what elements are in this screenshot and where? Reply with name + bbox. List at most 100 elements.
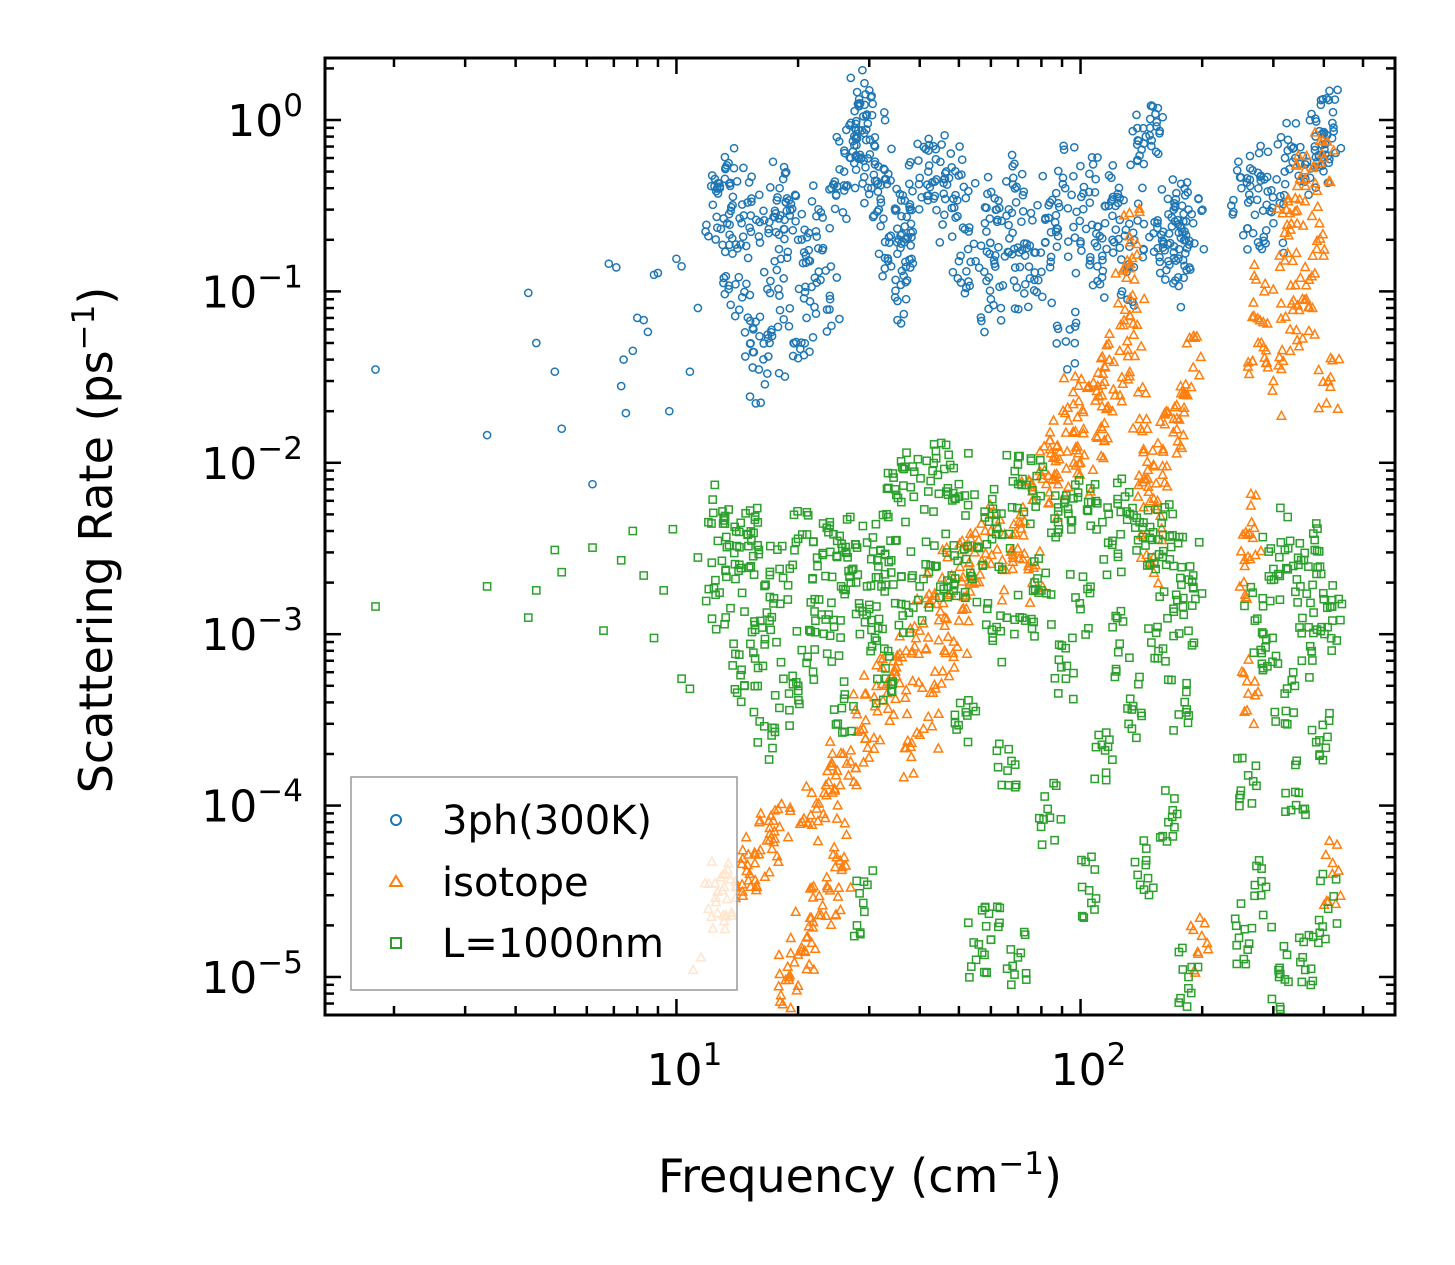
point-boundary (919, 574, 928, 584)
point-boundary (1141, 856, 1151, 865)
series-boundary (371, 438, 1347, 1014)
point-3ph (1254, 183, 1263, 193)
point-isotope (929, 587, 941, 598)
point-boundary (924, 603, 934, 612)
point-3ph (897, 211, 906, 221)
point-3ph (1228, 210, 1238, 219)
point-boundary (759, 721, 769, 731)
point-boundary (883, 512, 893, 522)
point-boundary (1232, 959, 1242, 969)
point-3ph (1160, 275, 1170, 284)
point-3ph (1085, 256, 1095, 265)
point-3ph (867, 183, 876, 193)
point-isotope (932, 742, 944, 753)
point-boundary (1291, 587, 1300, 597)
point-isotope (1238, 553, 1251, 565)
point-boundary (735, 542, 744, 552)
point-boundary (980, 507, 989, 517)
point-3ph (1263, 187, 1273, 196)
point-3ph (785, 303, 795, 313)
point-isotope (1187, 361, 1199, 372)
point-boundary (1176, 993, 1185, 1003)
point-3ph (1132, 110, 1141, 120)
point-boundary (1113, 552, 1123, 562)
point-3ph (811, 226, 821, 236)
point-isotope (794, 817, 806, 829)
point-boundary (899, 464, 909, 474)
point-isotope (825, 918, 837, 930)
point-isotope (1309, 126, 1321, 137)
point-boundary (1187, 601, 1197, 610)
point-boundary (916, 473, 925, 483)
point-boundary (1062, 661, 1072, 671)
point-boundary (929, 507, 938, 516)
point-isotope (821, 871, 833, 882)
point-boundary (1328, 581, 1338, 590)
point-3ph (762, 369, 772, 378)
point-isotope (774, 820, 786, 832)
point-3ph (482, 430, 492, 440)
point-isotope (871, 659, 883, 670)
point-3ph (924, 161, 934, 170)
point-3ph (1139, 245, 1149, 255)
point-isotope (900, 684, 912, 695)
point-isotope (1238, 667, 1250, 678)
point-boundary (969, 938, 979, 947)
point-3ph (838, 207, 848, 217)
point-3ph (800, 287, 810, 297)
point-boundary (795, 699, 804, 709)
point-3ph (774, 214, 784, 223)
point-isotope (829, 861, 841, 872)
point-isotope (1242, 687, 1254, 698)
point-boundary (931, 453, 941, 463)
point-boundary (736, 518, 746, 528)
point-boundary (994, 562, 1004, 572)
point-boundary (1329, 892, 1339, 901)
point-3ph (1069, 222, 1078, 232)
point-isotope (1138, 472, 1150, 483)
point-3ph (791, 337, 801, 347)
point-boundary (1155, 592, 1165, 602)
point-boundary (746, 527, 756, 536)
point-isotope (979, 524, 991, 535)
point-isotope (1007, 555, 1019, 567)
point-boundary (1306, 598, 1315, 608)
point-3ph (1139, 219, 1149, 229)
point-boundary (873, 674, 882, 684)
point-boundary (750, 617, 759, 626)
point-3ph (1031, 248, 1040, 257)
point-isotope (1159, 476, 1171, 487)
point-boundary (1144, 624, 1153, 633)
point-3ph (1179, 209, 1188, 219)
point-isotope (1248, 717, 1260, 729)
point-isotope (860, 687, 872, 698)
point-isotope (1248, 521, 1260, 533)
point-isotope (935, 677, 948, 688)
point-isotope (1157, 468, 1169, 480)
point-boundary (1125, 694, 1135, 704)
point-3ph (557, 424, 567, 434)
point-boundary (769, 599, 778, 608)
point-isotope (1070, 441, 1082, 452)
point-3ph (664, 406, 674, 416)
point-3ph (1304, 190, 1313, 200)
point-isotope (811, 802, 823, 813)
point-isotope (1144, 495, 1156, 506)
point-boundary (983, 598, 993, 608)
point-boundary (1124, 487, 1134, 497)
point-3ph (1244, 190, 1254, 199)
point-boundary (1020, 930, 1030, 940)
point-isotope (859, 732, 872, 743)
point-boundary (704, 584, 714, 594)
point-3ph (1017, 217, 1026, 227)
point-isotope (985, 557, 997, 569)
point-isotope (1122, 343, 1134, 355)
point-boundary (1295, 623, 1304, 632)
point-3ph (905, 200, 915, 209)
point-isotope (1138, 443, 1150, 454)
point-isotope (1299, 260, 1311, 272)
point-isotope (1311, 184, 1323, 196)
point-boundary (897, 462, 907, 472)
point-boundary (965, 972, 974, 982)
point-boundary (1010, 466, 1020, 476)
